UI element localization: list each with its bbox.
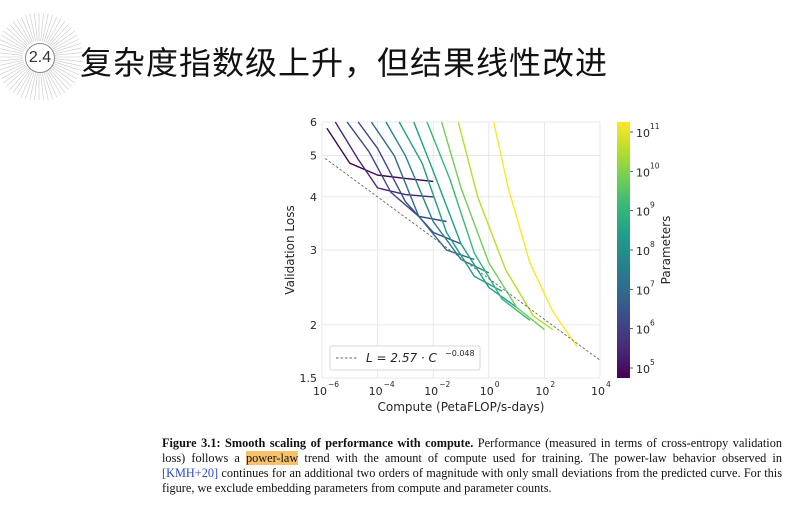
colorbar-tick-label: 10 (636, 245, 650, 258)
series-line (357, 121, 462, 245)
x-tick-label: 10 (480, 385, 494, 398)
figure-image: L = 2.57 · C −0.048 6 5 4 3 2 1.5 10 −6 10 −4 10−… (160, 108, 785, 430)
x-tick-label: 10 (535, 385, 549, 398)
y-tick-label: 1.5 (300, 372, 318, 385)
colorbar-tick-label: 10 (636, 363, 650, 376)
series-line (398, 121, 503, 292)
colorbar-tick-exponent: 5 (650, 358, 655, 367)
series-line (413, 121, 518, 308)
y-tick-label: 4 (310, 191, 317, 204)
slide-title: 复杂度指数级上升，但结果线性改进 (80, 44, 609, 82)
colorbar-tick-label: 10 (636, 324, 650, 337)
section-number: 2.4 (25, 43, 55, 73)
colorbar-tick-label: 10 (636, 166, 650, 179)
x-tick-label: 10 (313, 385, 327, 398)
series-line (440, 121, 545, 331)
colorbar-tick-label: 10 (636, 206, 650, 219)
caption-text-1: Performance (measured in terms of cross-… (162, 436, 782, 465)
x-tick-exponent: 2 (550, 380, 555, 389)
x-tick-label: 10 (591, 385, 605, 398)
gridlines (321, 121, 601, 379)
series-line (346, 121, 447, 223)
radial-lines-decoration (0, 13, 83, 101)
colorbar-tick-label: 10 (636, 127, 650, 140)
series-line (385, 121, 490, 274)
caption-text-3: continues for an additional two orders o… (162, 466, 782, 495)
series-line (493, 121, 578, 347)
colorbar-tick-exponent: 11 (650, 122, 660, 131)
caption-citation[interactable]: [KMH+20] (162, 466, 219, 480)
y-tick-label: 3 (310, 244, 317, 257)
y-axis-label: Validation Loss (283, 205, 297, 294)
x-tick-exponent: 4 (606, 380, 611, 389)
legend-exponent: −0.048 (445, 349, 475, 358)
figure-caption: Figure 3.1: Smooth scaling of performanc… (162, 436, 782, 496)
series-line (334, 121, 434, 198)
series-line (457, 121, 554, 331)
colorbar-tick-exponent: 7 (650, 279, 655, 288)
legend-box: L = 2.57 · C −0.048 (329, 345, 481, 371)
x-tick-exponent: −6 (328, 380, 339, 389)
x-tick-exponent: −4 (384, 380, 395, 389)
colorbar-tick-label: 10 (636, 284, 650, 297)
x-tick-exponent: 0 (495, 380, 500, 389)
colorbar-label: Parameters (659, 216, 673, 285)
colorbar-tick-exponent: 9 (650, 201, 655, 210)
colorbar-tick-exponent: 10 (650, 161, 660, 170)
y-axis-ticks: 6 5 4 3 2 1.5 (300, 116, 318, 385)
y-tick-label: 6 (310, 116, 317, 129)
caption-text-2: trend with the amount of compute used fo… (298, 451, 782, 465)
series-line (426, 121, 531, 321)
legend-text: L = 2.57 · C (366, 351, 438, 365)
series-group (326, 121, 578, 347)
section-badge: 2.4 (0, 0, 90, 101)
power-law-fit-line (324, 158, 601, 361)
x-tick-exponent: −2 (439, 380, 450, 389)
colorbar-tick-exponent: 6 (650, 319, 655, 328)
colorbar (617, 122, 630, 378)
caption-label: Figure 3.1: Smooth scaling of performanc… (162, 436, 474, 450)
x-tick-label: 10 (369, 385, 383, 398)
y-tick-label: 2 (310, 319, 317, 332)
y-tick-label: 5 (310, 150, 317, 163)
caption-highlight: power-law (245, 451, 299, 465)
x-tick-label: 10 (424, 385, 438, 398)
x-axis-label: Compute (PetaFLOP/s-days) (378, 400, 545, 414)
colorbar-tick-exponent: 8 (650, 240, 655, 249)
